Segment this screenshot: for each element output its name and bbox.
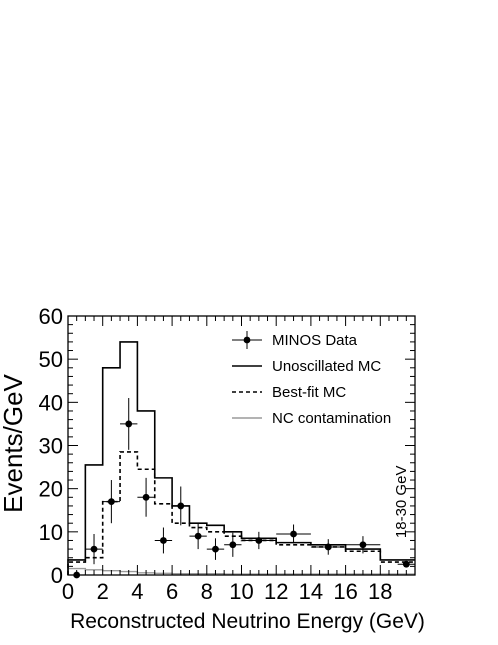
x-tick-label: 16	[333, 579, 357, 604]
data-point	[189, 523, 207, 550]
data-point	[102, 480, 121, 524]
data-marker	[90, 545, 98, 553]
y-tick-label: 30	[39, 434, 63, 459]
legend-label: MINOS Data	[272, 332, 358, 349]
legend-entry: MINOS Data	[232, 331, 358, 349]
legend-label: Unoscillated MC	[272, 358, 381, 375]
data-marker	[125, 420, 133, 428]
data-point	[120, 398, 138, 450]
legend-entry: NC contamination	[232, 410, 391, 427]
legend-label: Best-fit MC	[272, 384, 346, 401]
series-unoscillated-mc	[67, 341, 415, 575]
data-point	[345, 536, 381, 554]
legend: MINOS Data Unoscillated MC Best-fit MC NC c…	[232, 331, 391, 427]
legend-entry: Unoscillated MC	[232, 358, 381, 375]
x-axis-label: Reconstructed Neutrino Energy (GeV)	[70, 610, 425, 633]
data-point	[241, 531, 277, 550]
data-marker	[107, 498, 115, 506]
data-marker	[290, 530, 297, 538]
plot-area	[67, 341, 415, 579]
legend-entry: Best-fit MC	[232, 384, 346, 401]
y-tick-label: 20	[39, 477, 63, 502]
data-point	[397, 560, 415, 568]
x-tick-label: 14	[299, 579, 323, 604]
data-marker	[177, 502, 185, 510]
y-axis-label: Events/GeV	[0, 373, 28, 512]
x-tick-label: 8	[201, 579, 213, 604]
x-tick-label: 4	[131, 579, 143, 604]
data-point	[137, 477, 155, 517]
data-marker	[324, 543, 332, 551]
data-point	[206, 538, 225, 560]
data-marker	[402, 560, 410, 568]
data-point	[224, 532, 242, 557]
y-tick-label: 50	[39, 347, 63, 372]
x-tick-label: 10	[229, 579, 253, 604]
data-point	[310, 539, 346, 555]
data-marker	[212, 545, 219, 553]
series-best-fit-mc	[67, 451, 415, 575]
energy-range-annotation: 18-30 GeV	[393, 466, 410, 539]
data-marker	[160, 537, 167, 544]
data-marker	[255, 537, 263, 544]
y-tick-label: 10	[39, 520, 63, 545]
data-marker	[142, 493, 150, 501]
x-tick-label: 12	[264, 579, 288, 604]
y-tick-label: 60	[39, 304, 63, 329]
axis-ticks	[67, 315, 416, 576]
data-point	[85, 533, 103, 565]
data-point	[276, 524, 311, 544]
x-tick-label: 2	[97, 579, 109, 604]
x-tick-label: 18	[368, 579, 392, 604]
legend-label: NC contamination	[272, 410, 391, 427]
data-point	[154, 527, 173, 554]
data-marker	[359, 541, 367, 549]
x-tick-label: 6	[166, 579, 178, 604]
y-tick-label: 0	[51, 563, 63, 588]
y-tick-label: 40	[39, 390, 63, 415]
data-marker	[229, 541, 237, 549]
data-marker	[194, 532, 202, 540]
x-tick-label: 0	[62, 579, 74, 604]
legend-swatch-marker	[243, 336, 251, 344]
data-point	[172, 486, 190, 526]
